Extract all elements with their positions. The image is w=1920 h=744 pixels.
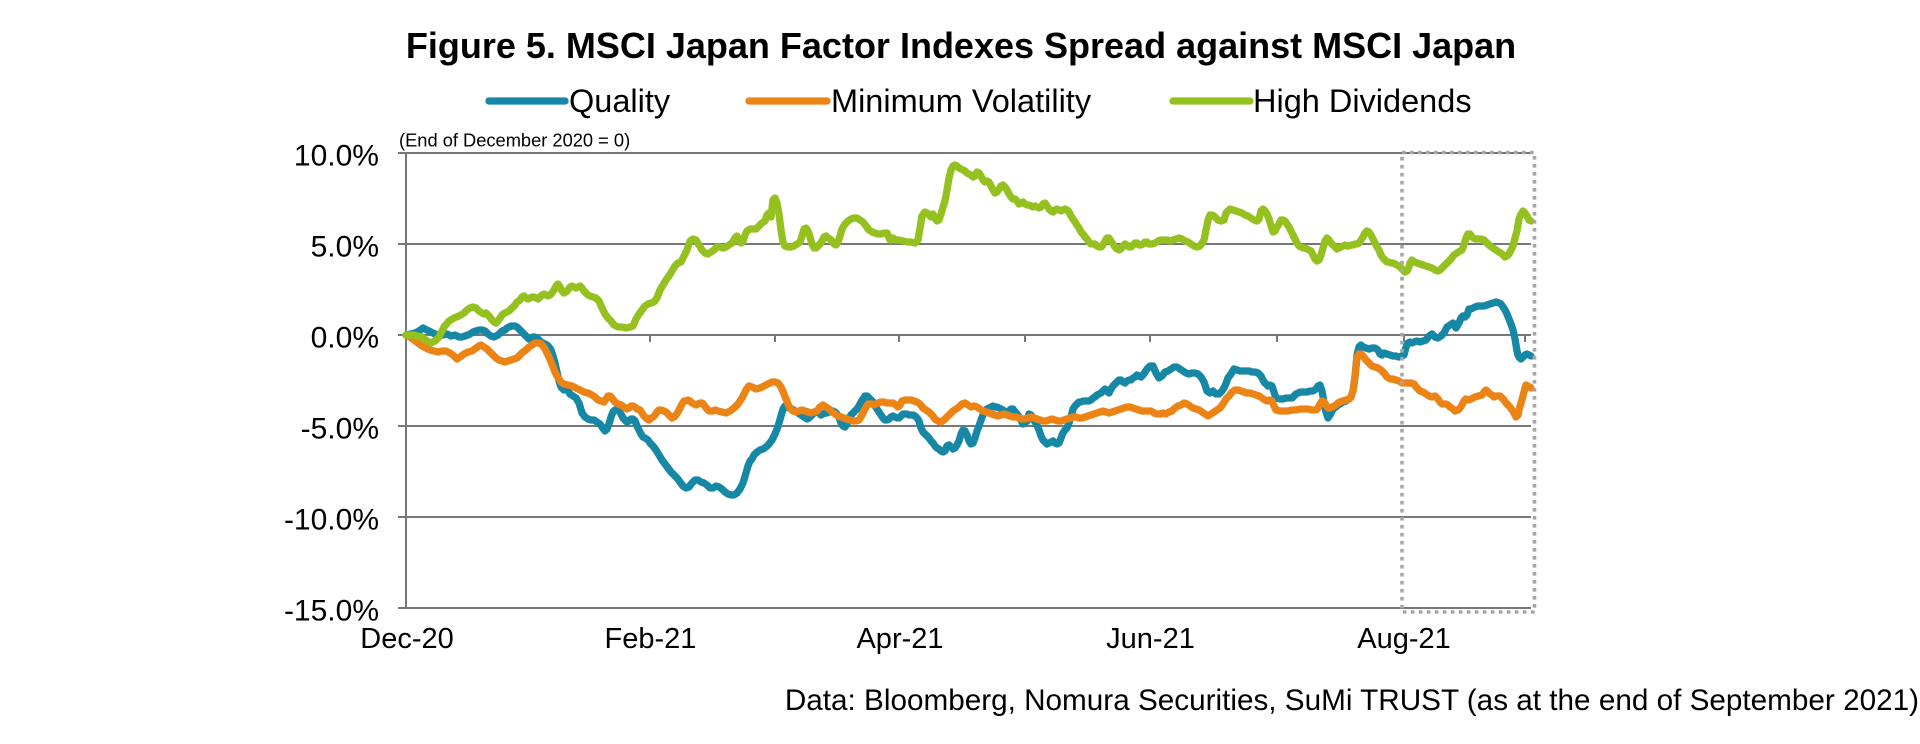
svg-text:Feb-21: Feb-21 [605, 623, 697, 655]
svg-text:Figure 5. MSCI Japan Factor In: Figure 5. MSCI Japan Factor Indexes Spre… [406, 25, 1516, 66]
svg-text:-15.0%: -15.0% [284, 595, 379, 628]
svg-text:Dec-20: Dec-20 [360, 623, 454, 655]
svg-text:10.0%: 10.0% [294, 140, 379, 173]
svg-text:-10.0%: -10.0% [284, 504, 379, 537]
svg-text:Jun-21: Jun-21 [1106, 623, 1195, 655]
svg-text:Aug-21: Aug-21 [1357, 623, 1451, 655]
svg-text:Quality: Quality [569, 83, 671, 119]
svg-text:High Dividends: High Dividends [1253, 83, 1472, 119]
svg-text:5.0%: 5.0% [311, 231, 379, 264]
svg-text:(End of December 2020 = 0): (End of December 2020 = 0) [399, 130, 630, 151]
svg-text:-5.0%: -5.0% [301, 413, 379, 446]
svg-text:Minimum Volatility: Minimum Volatility [831, 83, 1092, 119]
svg-text:Apr-21: Apr-21 [856, 623, 943, 655]
svg-text:0.0%: 0.0% [311, 322, 379, 355]
svg-text:Data: Bloomberg, Nomura Securi: Data: Bloomberg, Nomura Securities, SuMi… [785, 684, 1919, 717]
